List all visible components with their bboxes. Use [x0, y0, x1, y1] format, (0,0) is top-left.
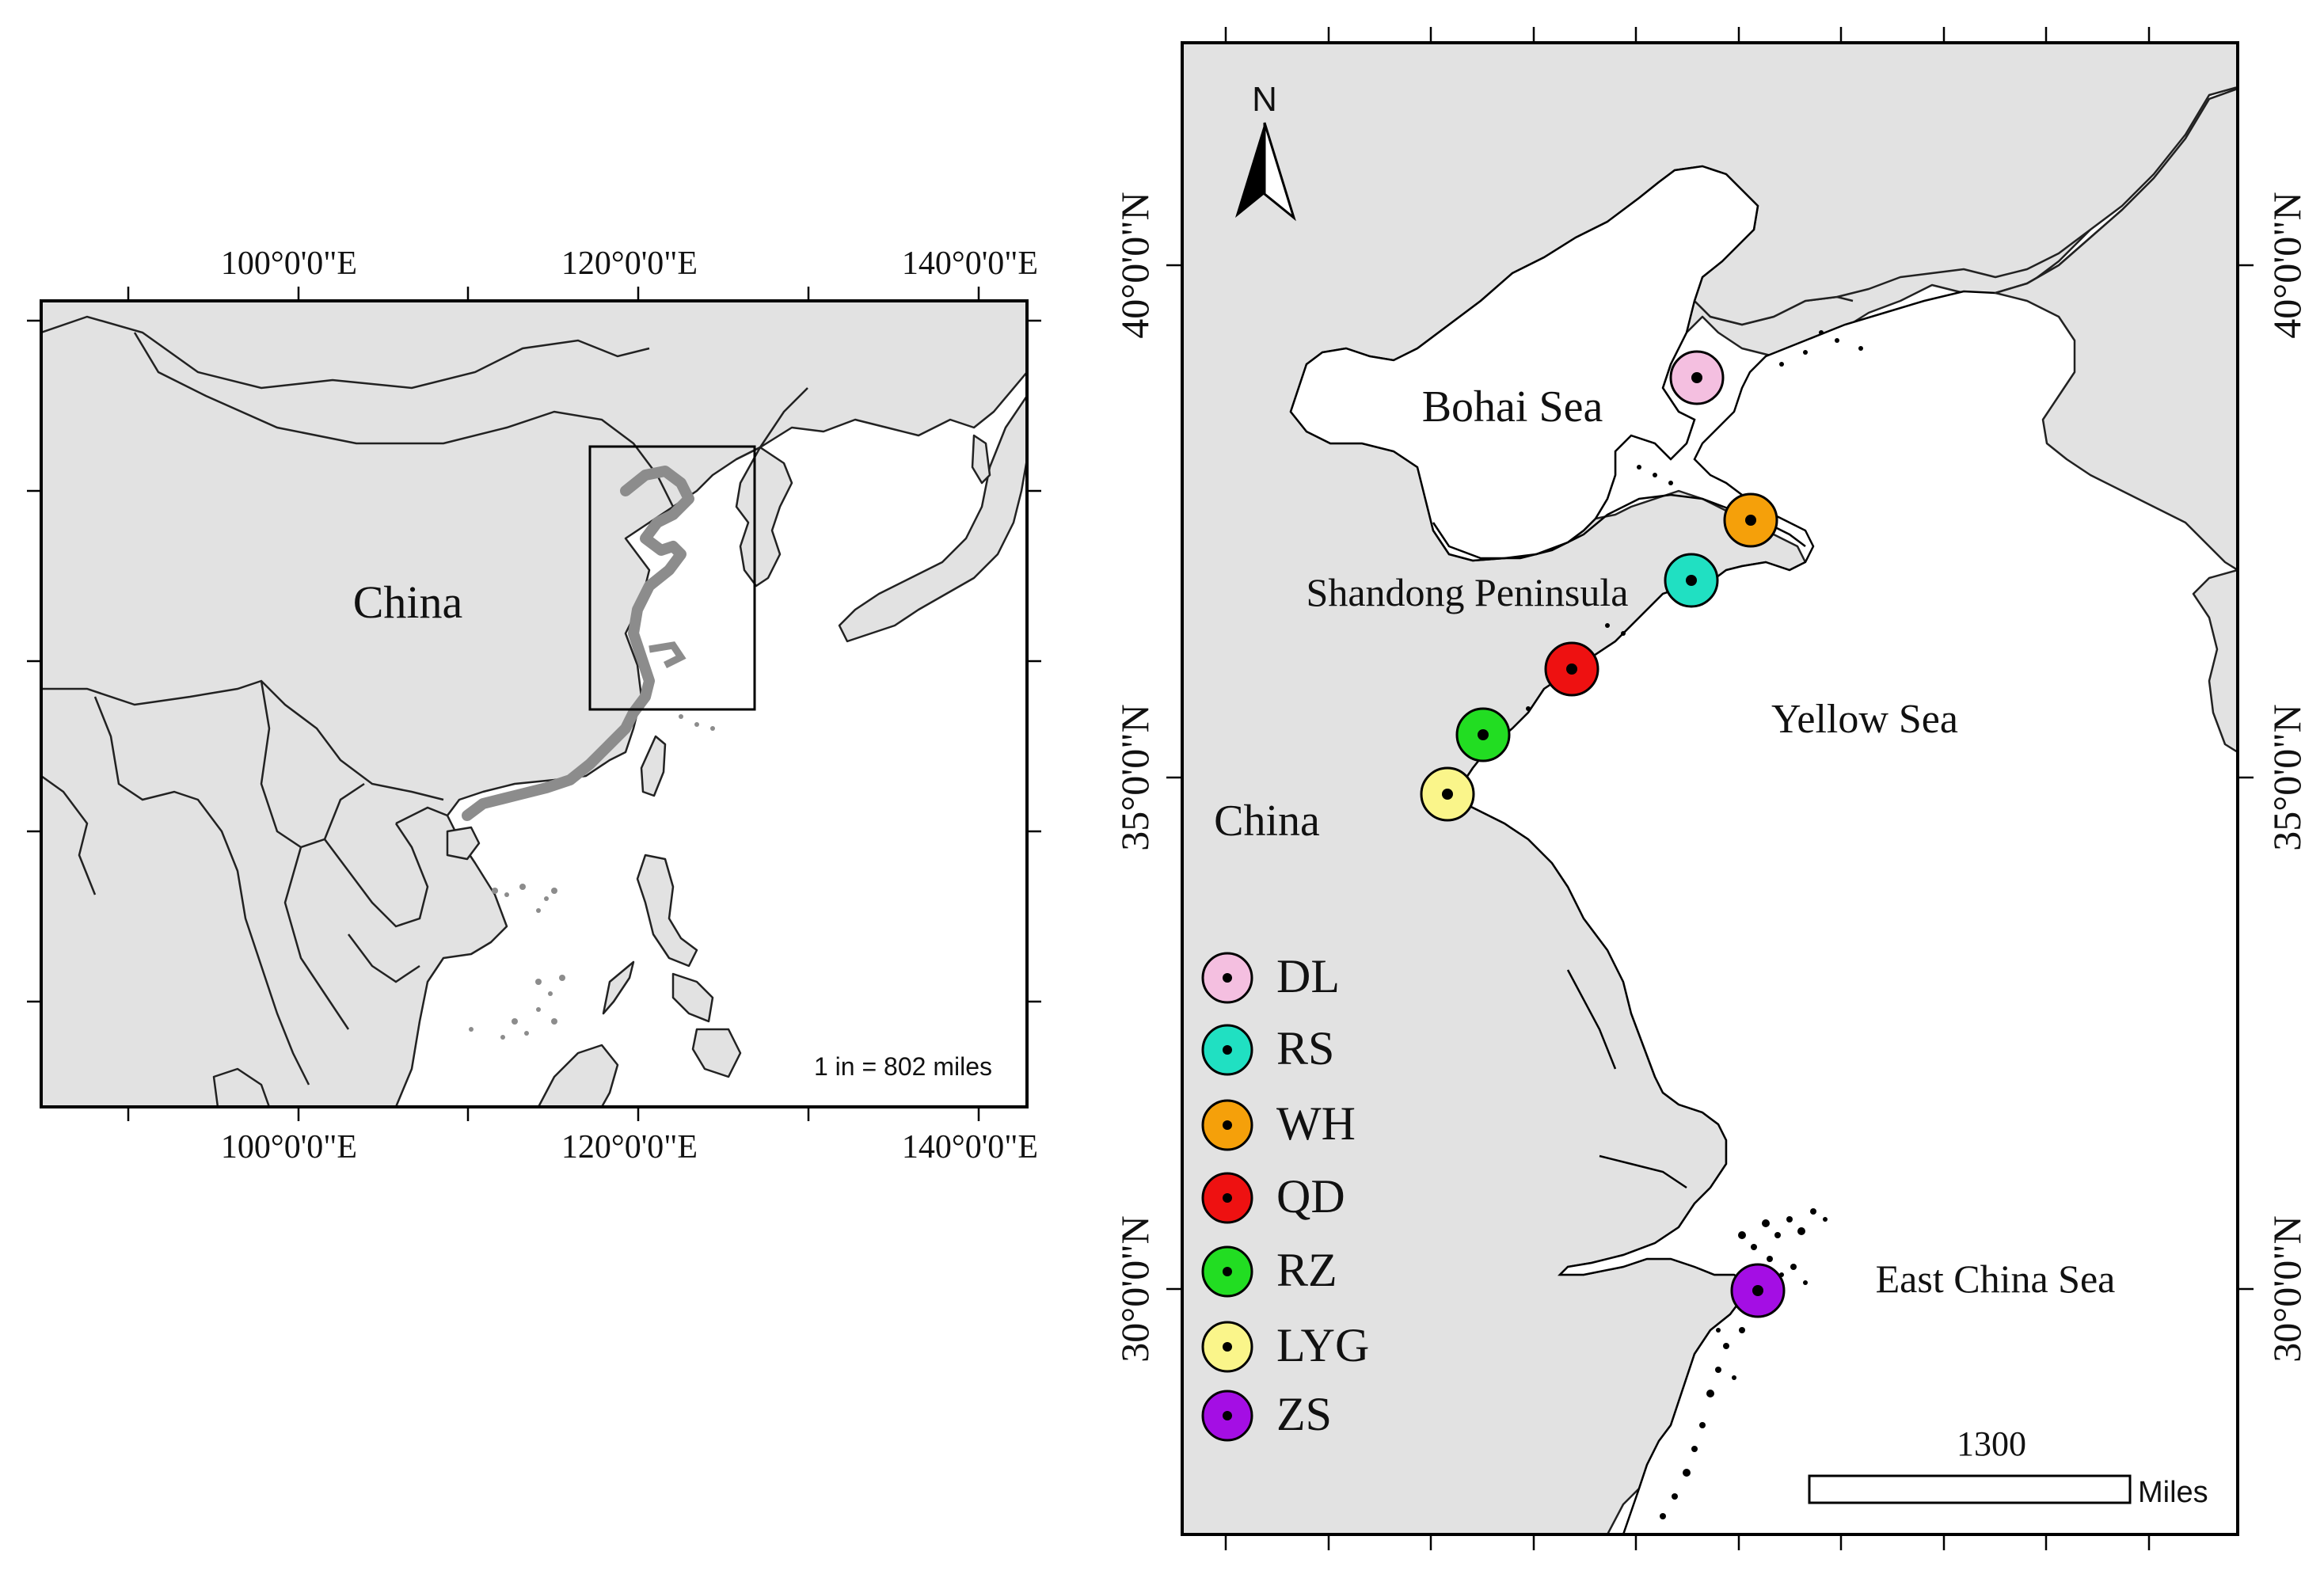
main-left-tick-label: 35°0'0"N	[1113, 704, 1157, 851]
border-line	[260, 680, 429, 928]
main-right-tick-label: 35°0'0"N	[2265, 704, 2309, 851]
inset-bottom-tick-label: 140°0'0"E	[902, 1129, 1038, 1165]
taiwan-island	[640, 735, 667, 797]
philippines-mindanao	[691, 1028, 742, 1078]
china-label: China	[1214, 797, 1320, 846]
border-line	[348, 933, 420, 983]
border-line	[41, 679, 444, 801]
legend-label-qd: QD	[1276, 1170, 1345, 1222]
coastline-detail	[1599, 1154, 1687, 1189]
hainan-island	[446, 826, 481, 861]
highlighted-coastline	[649, 641, 687, 669]
border-line	[93, 696, 310, 1086]
main-map: 40°0'0"N 35°0'0"N 30°0'0"N 40°0'0"N 35°0…	[1113, 27, 2309, 1550]
study-area-box	[588, 445, 756, 711]
legend-label-wh: WH	[1276, 1097, 1356, 1150]
legend-label-zs: ZS	[1276, 1388, 1332, 1440]
scale-bar: 1300 Miles	[1808, 1424, 2208, 1509]
site-markers	[1420, 350, 1786, 1318]
border-line	[283, 846, 350, 1030]
japan-islands	[838, 394, 1027, 643]
border-line	[41, 315, 650, 390]
north-arrow-icon: N	[1235, 80, 1296, 222]
yellow-sea-label: Yellow Sea	[1771, 697, 1958, 742]
asia-mainland	[41, 301, 1027, 1107]
palawan-island	[602, 960, 635, 1015]
islets	[469, 714, 715, 1040]
inset-frame	[40, 299, 1029, 1108]
yellow-sea-water	[1455, 87, 2238, 1534]
inset-top-tick-label: 100°0'0"E	[221, 245, 357, 282]
inset-scale-text: 1 in = 802 miles	[814, 1052, 992, 1081]
main-right-tick-label: 30°0'0"N	[2265, 1215, 2309, 1363]
scale-bar-rect	[1808, 1474, 2132, 1504]
inset-bottom-tick-label: 120°0'0"E	[561, 1129, 698, 1165]
main-frame	[1181, 41, 2239, 1536]
inset-top-tick-label: 140°0'0"E	[902, 245, 1038, 282]
main-left-tick-label: 40°0'0"N	[1113, 192, 1157, 339]
border-line	[323, 782, 365, 840]
legend-label-rs: RS	[1276, 1022, 1334, 1074]
border-line	[133, 332, 675, 508]
hokkaido-island	[971, 434, 991, 485]
legend-label-lyg: LYG	[1276, 1319, 1369, 1371]
korea-peninsula	[735, 446, 793, 587]
border-line	[395, 806, 448, 825]
legend-label-dl: DL	[1276, 950, 1340, 1002]
bohai-sea-label: Bohai Sea	[1422, 382, 1603, 432]
scale-unit: Miles	[2138, 1476, 2208, 1509]
sumatra-island	[212, 1067, 271, 1107]
main-right-tick-label: 40°0'0"N	[2265, 192, 2309, 339]
site-legend: DL RS WH QD RZ LYG ZS	[1201, 950, 1369, 1442]
shandong-peninsula-label: Shandong Peninsula	[1307, 570, 1629, 614]
scale-value: 1300	[1957, 1424, 2026, 1463]
border-line	[736, 387, 808, 461]
north-label: N	[1252, 80, 1277, 119]
philippines-luzon	[636, 854, 698, 968]
korea-south-fragment	[2192, 568, 2238, 754]
inset-country-label: China	[353, 576, 463, 628]
east-china-sea-label: East China Sea	[1876, 1257, 2116, 1301]
zhoushan-islets	[1526, 330, 1863, 1519]
inset-top-tick-label: 120°0'0"E	[561, 245, 698, 282]
main-ticks	[1166, 27, 2254, 1550]
inset-ticks	[27, 287, 1041, 1121]
main-left-tick-label: 30°0'0"N	[1113, 1215, 1157, 1363]
korea-peninsula-main	[1994, 87, 2238, 572]
philippines-visayas	[671, 972, 714, 1023]
inset-map: 100°0'0"E 120°0'0"E 140°0'0"E 100°0'0"E …	[27, 245, 1041, 1165]
coastline-detail	[1566, 969, 1617, 1070]
inset-bottom-tick-label: 100°0'0"E	[221, 1129, 357, 1165]
borneo-island	[537, 1044, 619, 1107]
border-line	[41, 774, 97, 895]
legend-label-rz: RZ	[1276, 1244, 1337, 1296]
highlighted-coastline	[462, 466, 694, 821]
